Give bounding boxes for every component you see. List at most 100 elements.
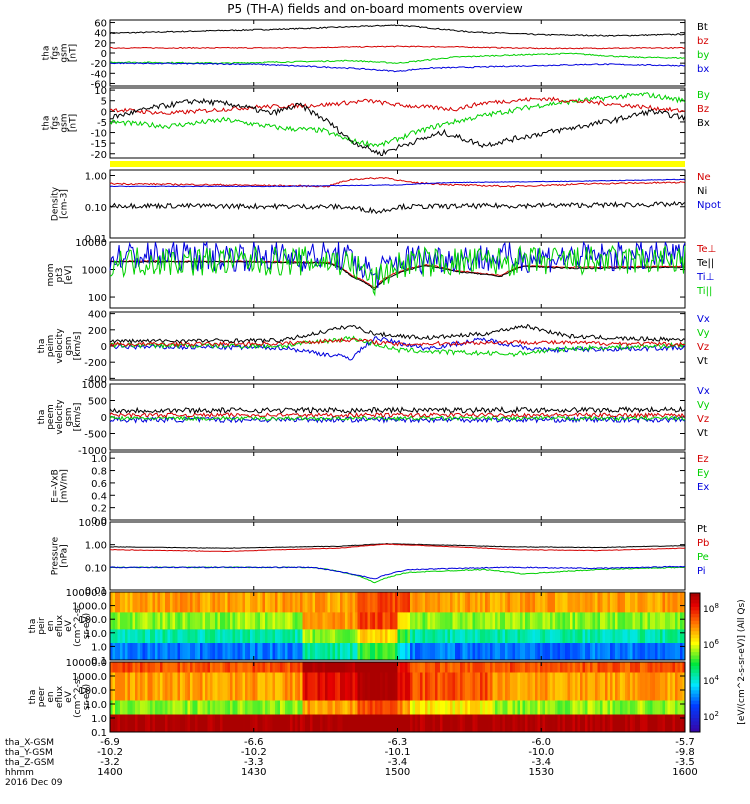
heat-cell <box>467 629 471 644</box>
heat-cell <box>567 672 571 701</box>
heat-cell <box>372 629 376 644</box>
heat-cell <box>367 700 371 715</box>
heat-cell <box>220 700 223 715</box>
heat-cell <box>225 629 228 644</box>
heat-cell <box>150 643 153 661</box>
heat-cell <box>452 700 456 715</box>
heat-cell <box>192 662 196 673</box>
heat-cell <box>380 700 383 715</box>
series-line-Ne <box>109 177 686 188</box>
heat-cell <box>395 643 398 661</box>
heat-cell <box>307 700 311 715</box>
heat-cell <box>492 700 496 715</box>
heat-cell <box>347 643 351 661</box>
heat-cell <box>637 700 641 715</box>
heat-cell <box>485 629 488 644</box>
heat-cell <box>122 629 126 644</box>
heat-cell <box>397 714 401 733</box>
heat-cell <box>437 612 441 630</box>
heat-cell <box>512 714 516 733</box>
heat-cell <box>547 612 551 630</box>
heat-cell <box>275 612 278 630</box>
heat-cell <box>147 592 151 613</box>
heat-cell <box>300 643 303 661</box>
heat-cell <box>635 629 638 644</box>
heat-cell <box>672 672 676 701</box>
axis-row-value: -6.6 <box>244 737 264 748</box>
heat-cell <box>562 643 566 661</box>
heat-cell <box>197 714 201 733</box>
heat-cell <box>260 700 263 715</box>
heat-cell <box>552 714 556 733</box>
colorbar-step <box>690 613 700 618</box>
heat-cell <box>650 612 653 630</box>
heat-cell <box>197 643 201 661</box>
heat-cell <box>570 662 573 673</box>
heat-cell <box>490 700 493 715</box>
colorbar-step <box>690 725 700 730</box>
heat-cell <box>607 700 611 715</box>
heat-cell <box>407 612 411 630</box>
heat-cell <box>160 612 163 630</box>
heat-cell <box>620 612 623 630</box>
heat-cell <box>297 662 301 673</box>
heat-cell <box>187 662 191 673</box>
heat-cell <box>335 714 338 733</box>
heat-cell <box>122 592 126 613</box>
colorbar-step <box>690 599 700 604</box>
heat-cell <box>545 714 548 733</box>
heat-cell <box>295 612 298 630</box>
y-axis-label: eV <box>64 619 74 632</box>
heat-cell <box>282 629 286 644</box>
heat-cell <box>605 629 608 644</box>
heat-cell <box>547 714 551 733</box>
heat-cell <box>217 612 221 630</box>
heat-cell <box>345 643 348 661</box>
heat-cell <box>640 592 643 613</box>
heat-cell <box>522 714 526 733</box>
heat-cell <box>290 629 293 644</box>
heat-cell <box>447 672 451 701</box>
heat-cell <box>525 629 528 644</box>
heat-cell <box>305 700 308 715</box>
heat-cell <box>390 629 393 644</box>
y-tick-label: 0.4 <box>91 491 107 502</box>
heat-cell <box>187 714 191 733</box>
heat-cell <box>540 662 543 673</box>
heat-cell <box>245 629 248 644</box>
heat-cell <box>315 643 318 661</box>
heat-cell <box>477 612 481 630</box>
heat-cell <box>220 714 223 733</box>
heat-cell <box>155 662 158 673</box>
heat-cell <box>425 592 428 613</box>
heat-cell <box>640 612 643 630</box>
heat-cell <box>362 643 366 661</box>
heat-cell <box>377 612 381 630</box>
heat-cell <box>642 612 646 630</box>
heat-cell <box>555 629 558 644</box>
heat-cell <box>152 592 156 613</box>
heat-cell <box>197 700 201 715</box>
legend-entry: Npot <box>697 200 721 211</box>
heat-cell <box>132 592 136 613</box>
heat-cell <box>610 700 613 715</box>
heat-cell <box>337 672 341 701</box>
heat-cell <box>580 662 583 673</box>
heat-cell <box>215 592 218 613</box>
heat-cell <box>435 643 438 661</box>
axis-row-value: -5.7 <box>675 737 695 748</box>
heat-cell <box>595 700 598 715</box>
heat-cell <box>612 714 616 733</box>
heat-cell <box>662 672 666 701</box>
heat-cell <box>610 672 613 701</box>
heat-cell <box>362 592 366 613</box>
colorbar-step <box>690 672 700 677</box>
axis-row-value: -6.0 <box>531 737 551 748</box>
heat-cell <box>327 662 331 673</box>
heat-cell <box>327 700 331 715</box>
heat-cell <box>187 672 191 701</box>
colorbar-step <box>690 665 700 670</box>
heat-cell <box>275 643 278 661</box>
heat-cell <box>315 592 318 613</box>
heat-cell <box>350 700 353 715</box>
